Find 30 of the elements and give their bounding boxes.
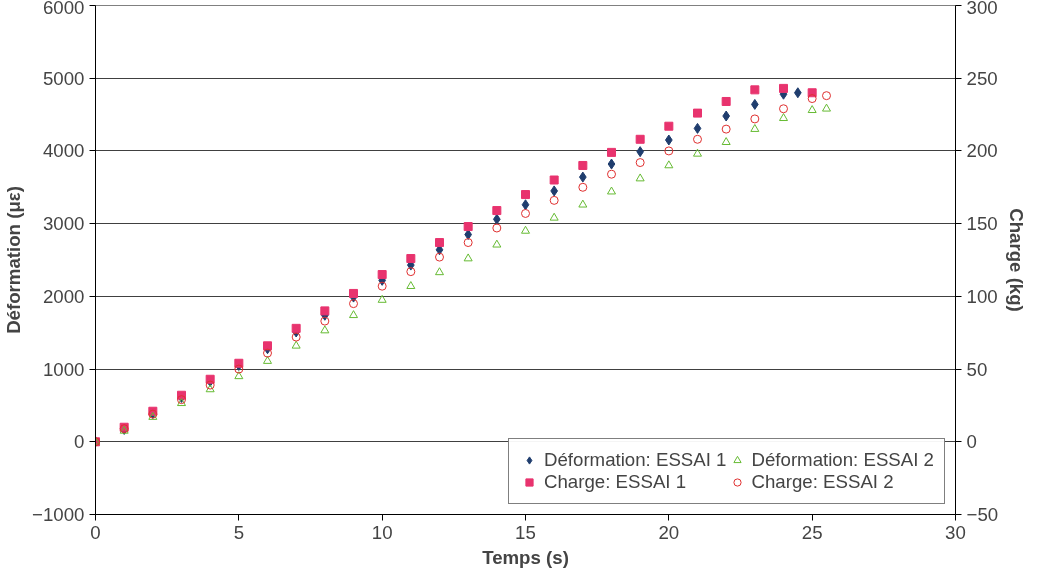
y-tick-label: 0	[74, 431, 85, 453]
y-axis-title: Déformation (με)	[3, 186, 25, 334]
legend-label: Charge: ESSAI 2	[751, 471, 894, 493]
y2-tick-label: 150	[966, 213, 998, 235]
x-tick-label: 20	[658, 521, 680, 543]
y2-tick-label: 0	[966, 431, 977, 453]
y-tick-label: 3000	[43, 213, 85, 235]
y2-tick-label: −50	[966, 504, 999, 525]
y-tick-label: 1000	[43, 358, 85, 380]
legend-label: Charge: ESSAI 1	[544, 471, 687, 493]
x-tick-label: 5	[233, 521, 245, 543]
y-tick-label: 6000	[43, 0, 85, 18]
y2-tick-label: 200	[966, 140, 998, 162]
y2-tick-label: 300	[966, 0, 998, 18]
y2-tick-label: 50	[966, 358, 988, 380]
y2-tick-label: 250	[966, 67, 998, 89]
legend-label: Déformation: ESSAI 2	[751, 449, 934, 471]
x-tick-label: 30	[945, 521, 966, 543]
y-tick-label: 5000	[43, 67, 85, 89]
x-tick-label: 15	[515, 521, 536, 543]
y2-axis-title: Charge (kg)	[1006, 208, 1028, 312]
x-tick-label: 25	[801, 521, 823, 543]
y-tick-label: 2000	[43, 285, 85, 307]
y2-tick-label: 100	[966, 285, 998, 307]
y-tick-label: −1000	[32, 504, 85, 525]
legend-label: Déformation: ESSAI 1	[544, 449, 727, 471]
y-tick-label: 4000	[43, 140, 85, 162]
x-axis-title: Temps (s)	[482, 546, 569, 568]
x-tick-label: 0	[90, 521, 101, 543]
x-tick-label: 10	[371, 521, 393, 543]
